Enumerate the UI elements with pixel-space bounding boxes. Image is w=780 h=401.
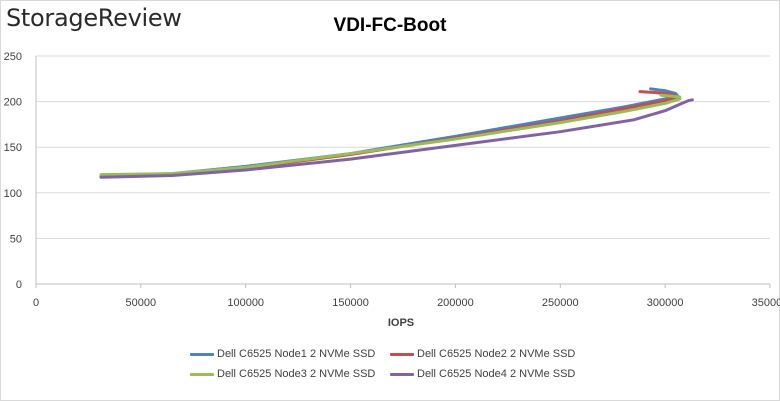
storagereview-logo: StorageReview <box>6 4 182 32</box>
y-tick-label: 250 <box>4 51 22 63</box>
legend-swatch <box>390 352 414 356</box>
y-tick-label: 0 <box>16 279 22 291</box>
x-tick-label: 250000 <box>542 297 579 309</box>
legend-label: Dell C6525 Node2 2 NVMe SSD <box>417 348 576 360</box>
y-tick-label: 200 <box>4 97 22 109</box>
legend-label: Dell C6525 Node4 2 NVMe SSD <box>417 368 576 380</box>
x-tick-label: 0 <box>33 297 39 309</box>
series-line-node3 <box>99 93 682 177</box>
legend-item-node4: Dell C6525 Node4 2 NVMe SSD <box>390 368 610 380</box>
legend-item-node2: Dell C6525 Node2 2 NVMe SSD <box>390 348 610 360</box>
x-tick-label: 50000 <box>126 297 157 309</box>
series-line-node4 <box>99 98 694 179</box>
axes <box>35 56 771 288</box>
legend-label: Dell C6525 Node3 2 NVMe SSD <box>217 368 376 380</box>
chart-legend: Dell C6525 Node1 2 NVMe SSD Dell C6525 No… <box>190 348 610 380</box>
legend-item-node3: Dell C6525 Node3 2 NVMe SSD <box>190 368 390 380</box>
x-tick-label: 100000 <box>227 297 264 309</box>
legend-swatch <box>190 352 214 356</box>
series-line-node2 <box>99 90 680 178</box>
x-axis-title: IOPS <box>388 317 414 329</box>
x-tick-label: 300000 <box>647 297 684 309</box>
y-tick-label: 150 <box>4 142 22 154</box>
legend-swatch <box>190 372 214 376</box>
series-lines <box>99 87 694 179</box>
legend-label: Dell C6525 Node1 2 NVMe SSD <box>217 348 376 360</box>
chart-title: VDI-FC-Boot <box>333 15 447 36</box>
legend-swatch <box>390 372 414 376</box>
y-tick-label: 100 <box>4 188 22 200</box>
x-tick-label: 150000 <box>332 297 369 309</box>
tick-labels: 0 50 100 150 200 250 0 50000 100000 150000 200000 2… <box>4 51 780 309</box>
legend-item-node1: Dell C6525 Node1 2 NVMe SSD <box>190 348 390 360</box>
y-tick-label: 50 <box>10 233 22 245</box>
x-tick-label: 200000 <box>437 297 474 309</box>
x-tick-label: 350000 <box>752 297 780 309</box>
